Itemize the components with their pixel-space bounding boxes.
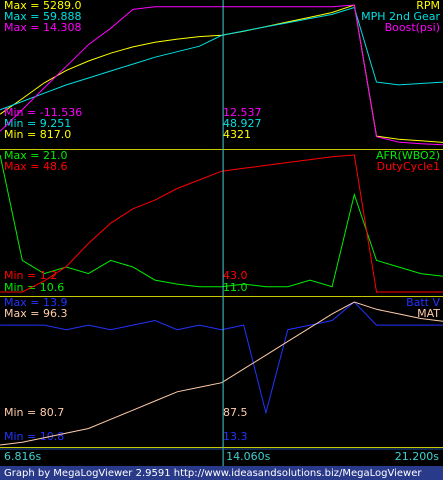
series-name: RPM <box>416 0 440 12</box>
min-label: Min = 9.251 <box>4 117 71 130</box>
min-label: Min = 817.0 <box>4 128 71 141</box>
time-label: 21.200s <box>395 450 439 463</box>
series-name: DutyCycle1 <box>377 160 440 173</box>
min-label: Min = -11.536 <box>4 106 82 119</box>
cursor-value: 11.0 <box>223 281 248 294</box>
max-label: Max = 21.0 <box>4 149 67 162</box>
min-label: Min = 80.7 <box>4 406 64 419</box>
time-label: 14.060s <box>226 450 270 463</box>
max-label: Max = 59.888 <box>4 10 81 23</box>
series-name: Boost(psi) <box>385 21 440 34</box>
series-name: MPH 2nd Gear <box>361 10 440 23</box>
cursor-value: 43.0 <box>223 269 248 282</box>
cursor-value: 4321 <box>223 128 251 141</box>
footer-bar <box>0 466 443 480</box>
trace <box>0 301 443 415</box>
max-label: Max = 96.3 <box>4 307 67 320</box>
trace <box>0 154 443 293</box>
cursor-value: 12.537 <box>223 106 262 119</box>
min-label: Min = 10.6 <box>4 281 64 294</box>
series-name: MAT <box>417 307 440 320</box>
max-label: Max = 13.9 <box>4 296 67 309</box>
time-label: 6.816s <box>4 450 41 463</box>
series-name: AFR(WBO2) <box>376 149 440 162</box>
footer-text: Graph by MegaLogViewer 2.9591 http://www… <box>4 468 422 479</box>
max-label: Max = 14.308 <box>4 21 81 34</box>
trace <box>0 4 443 146</box>
trace <box>0 301 443 446</box>
cursor-value: 87.5 <box>223 406 248 419</box>
max-label: Max = 48.6 <box>4 160 67 173</box>
cursor-value: 48.927 <box>223 117 262 130</box>
max-label: Max = 5289.0 <box>4 0 81 12</box>
series-name: Batt V <box>406 296 440 309</box>
cursor-value: 13.3 <box>223 430 248 443</box>
trace <box>0 6 443 111</box>
trace <box>0 154 443 288</box>
min-label: Min = 10.8 <box>4 430 64 443</box>
min-label: Min = 1.2 <box>4 269 57 282</box>
